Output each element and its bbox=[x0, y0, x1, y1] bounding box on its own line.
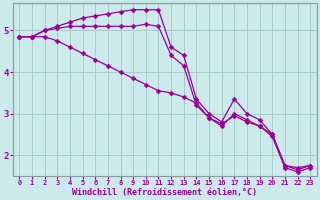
X-axis label: Windchill (Refroidissement éolien,°C): Windchill (Refroidissement éolien,°C) bbox=[72, 188, 257, 197]
